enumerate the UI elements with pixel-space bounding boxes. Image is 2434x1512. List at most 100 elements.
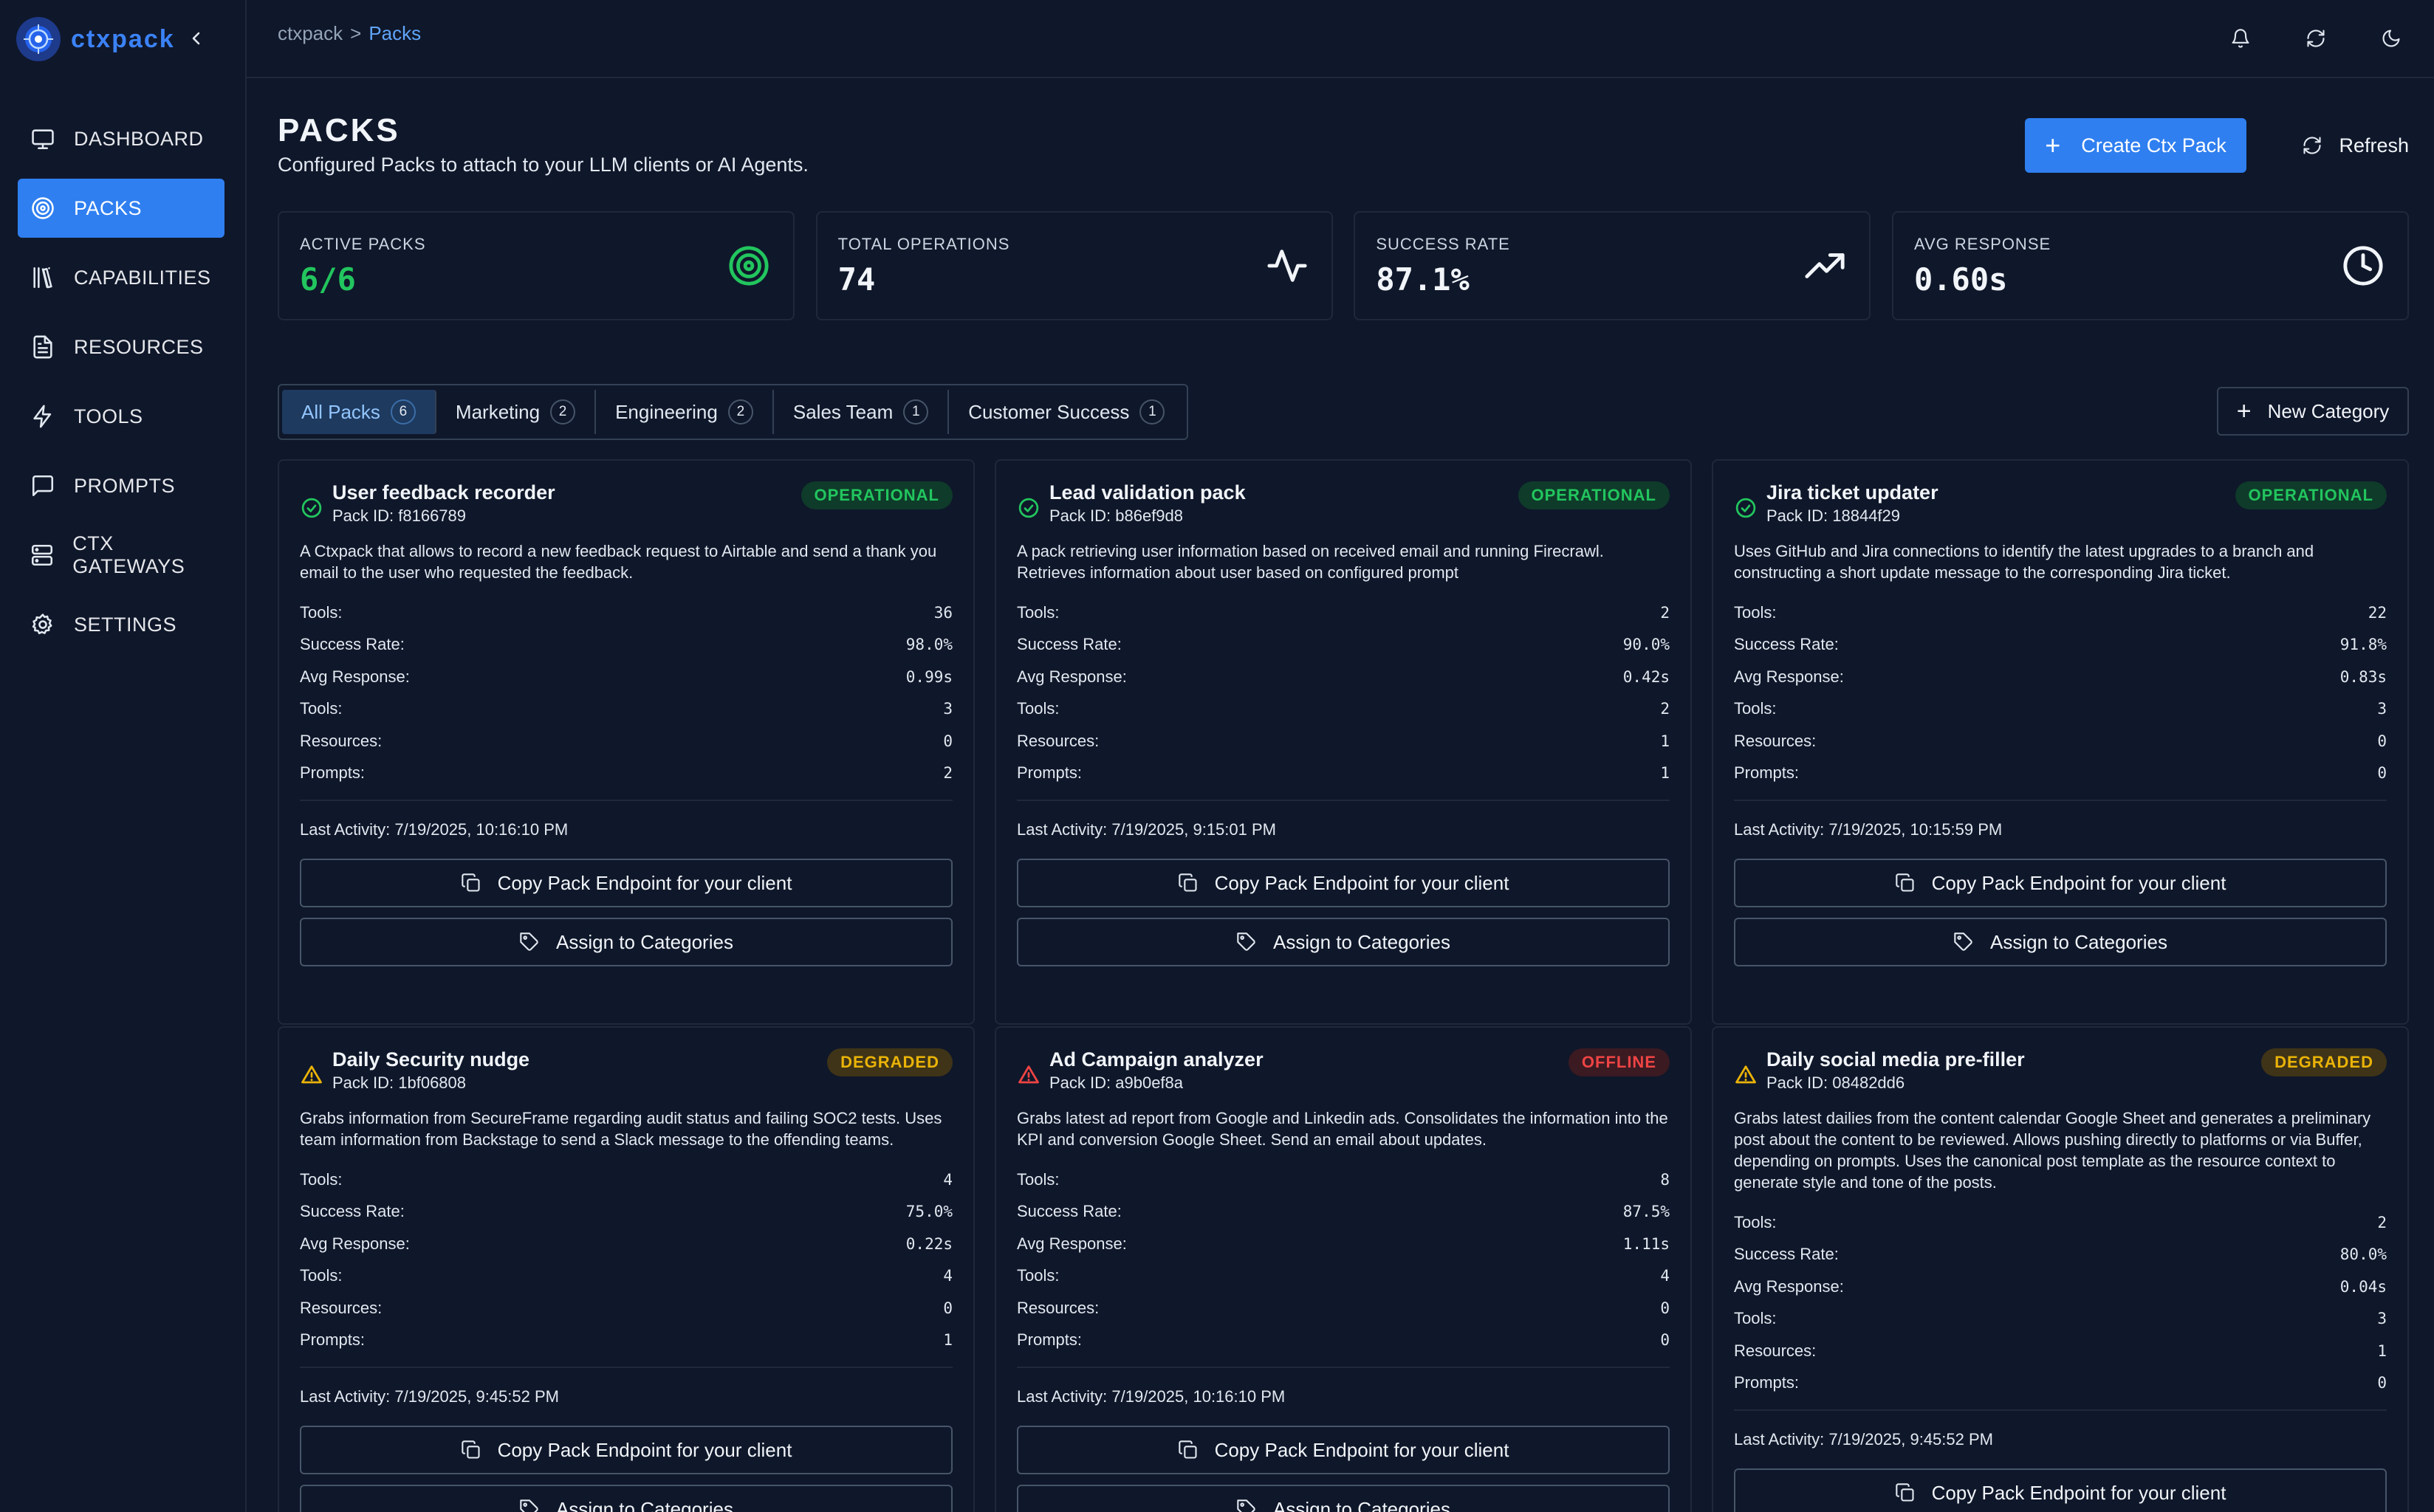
tab-label: All Packs <box>301 400 380 423</box>
metric-resources: 1 <box>2377 1341 2387 1360</box>
sidebar-nav: DASHBOARD PACKS CAPABILITIES RESOURCES T… <box>18 109 224 664</box>
tab-label: Customer Success <box>968 400 1130 423</box>
last-activity: Last Activity: 7/19/2025, 9:15:01 PM <box>1017 820 1276 839</box>
target-icon <box>28 193 58 223</box>
pack-title: Daily social media pre-filler <box>1766 1048 2025 1071</box>
tab-engineering[interactable]: Engineering 2 <box>596 390 774 434</box>
sidebar-item-dashboard[interactable]: DASHBOARD <box>18 109 224 168</box>
tab-label: Engineering <box>615 400 718 423</box>
metric-tools-total: 8 <box>1660 1170 1670 1189</box>
copy-endpoint-button[interactable]: Copy Pack Endpoint for your client <box>300 859 953 907</box>
pack-description: Uses GitHub and Jira connections to iden… <box>1734 542 2314 582</box>
metric-label: Tools: <box>300 1266 343 1285</box>
refresh-button[interactable]: Refresh <box>2272 118 2409 173</box>
tab-marketing[interactable]: Marketing 2 <box>436 390 597 434</box>
metric-label: Avg Response: <box>1734 1276 1844 1296</box>
metric-label: Tools: <box>300 602 343 622</box>
copy-endpoint-button[interactable]: Copy Pack Endpoint for your client <box>1017 1426 1670 1474</box>
lightning-icon <box>28 402 58 431</box>
metric-label: Tools: <box>1017 1169 1060 1189</box>
chevron-left-icon <box>192 32 200 45</box>
refresh-icon <box>2307 30 2325 47</box>
clock-icon <box>2339 242 2387 289</box>
assign-categories-button[interactable]: Assign to Categories <box>300 1485 953 1512</box>
metric-avg-response: 1.11s <box>1622 1234 1670 1253</box>
status-badge: DEGRADED <box>827 1048 953 1076</box>
tab-count: 6 <box>390 399 416 425</box>
sync-button[interactable] <box>2298 21 2334 56</box>
divider <box>1734 800 2387 801</box>
refresh-label: Refresh <box>2339 134 2409 157</box>
sidebar-item-settings[interactable]: SETTINGS <box>18 595 224 654</box>
stat-label: AVG RESPONSE <box>1913 235 2051 253</box>
last-activity: Last Activity: 7/19/2025, 10:16:10 PM <box>1017 1387 1286 1406</box>
copy-endpoint-button[interactable]: Copy Pack Endpoint for your client <box>1734 1468 2387 1512</box>
tab-customer-success[interactable]: Customer Success 1 <box>949 390 1184 434</box>
sidebar-item-ctx-gateways[interactable]: CTX GATEWAYS <box>18 526 224 585</box>
metric-label: Prompts: <box>1734 1373 1800 1392</box>
pack-card: Jira ticket updater Pack ID: 18844f29 OP… <box>1712 459 2409 1025</box>
stat-value: 0.60s <box>1913 261 2008 298</box>
stat-success-rate: SUCCESS RATE 87.1% <box>1354 211 1871 320</box>
pack-id: Pack ID: 1bf06808 <box>332 1073 467 1092</box>
assign-categories-label: Assign to Categories <box>1273 1497 1450 1512</box>
breadcrumb-root[interactable]: ctxpack <box>278 22 343 44</box>
sidebar-item-tools[interactable]: TOOLS <box>18 387 224 446</box>
metric-tools: 2 <box>1660 700 1670 718</box>
copy-icon <box>1178 873 1199 893</box>
metric-label: Tools: <box>1017 1266 1060 1285</box>
stat-label: TOTAL OPERATIONS <box>837 235 1010 253</box>
sidebar-item-label: CAPABILITIES <box>74 266 211 289</box>
assign-categories-button[interactable]: Assign to Categories <box>1017 918 1670 966</box>
notifications-button[interactable] <box>2223 21 2258 56</box>
theme-toggle-button[interactable] <box>2373 21 2409 56</box>
metric-label: Resources: <box>300 1298 383 1317</box>
metric-tools: 3 <box>943 700 953 718</box>
assign-categories-button[interactable]: Assign to Categories <box>1734 918 2387 966</box>
create-ctx-pack-button[interactable]: + Create Ctx Pack <box>2025 118 2246 173</box>
copy-endpoint-button[interactable]: Copy Pack Endpoint for your client <box>300 1426 953 1474</box>
tab-label: Sales Team <box>792 400 894 423</box>
collapse-sidebar-button[interactable] <box>185 27 208 50</box>
status-badge: OPERATIONAL <box>801 481 953 509</box>
assign-categories-label: Assign to Categories <box>556 1497 733 1512</box>
stat-label: ACTIVE PACKS <box>300 235 426 253</box>
status-badge: OPERATIONAL <box>2235 481 2387 509</box>
breadcrumb-current[interactable]: Packs <box>368 22 422 44</box>
create-ctx-pack-label: Create Ctx Pack <box>2081 134 2226 157</box>
pack-id: Pack ID: f8166789 <box>332 506 467 525</box>
sidebar-item-prompts[interactable]: PROMPTS <box>18 456 224 515</box>
metric-label: Avg Response: <box>1017 1234 1127 1253</box>
pack-card: Daily Security nudge Pack ID: 1bf06808 D… <box>278 1026 975 1512</box>
copy-icon <box>1178 1440 1199 1460</box>
copy-endpoint-button[interactable]: Copy Pack Endpoint for your client <box>1734 859 2387 907</box>
metric-label: Tools: <box>300 699 343 718</box>
pack-card: Lead validation pack Pack ID: b86ef9d8 O… <box>995 459 1692 1025</box>
metric-label: Tools: <box>1734 1212 1777 1231</box>
pack-metrics: Tools: 22 Success Rate: 91.8% Avg Response… <box>1734 597 2387 789</box>
message-icon <box>28 471 58 501</box>
pack-description: A Ctxpack that allows to record a new fe… <box>300 542 937 582</box>
brand[interactable]: ctxpack <box>16 16 175 62</box>
assign-categories-button[interactable]: Assign to Categories <box>1017 1485 1670 1512</box>
new-category-button[interactable]: + New Category <box>2217 387 2409 436</box>
stat-value: 6/6 <box>300 261 356 298</box>
sidebar-item-capabilities[interactable]: CAPABILITIES <box>18 248 224 307</box>
copy-icon <box>461 873 481 893</box>
metric-label: Success Rate: <box>1017 1202 1122 1221</box>
stats-row: ACTIVE PACKS 6/6 TOTAL OPERATIONS 74 SUC… <box>278 211 2409 320</box>
sidebar-item-resources[interactable]: RESOURCES <box>18 317 224 377</box>
assign-categories-button[interactable]: Assign to Categories <box>300 918 953 966</box>
plus-icon: + <box>2045 130 2061 160</box>
tab-all-packs[interactable]: All Packs 6 <box>282 390 436 434</box>
sidebar-item-packs[interactable]: PACKS <box>18 179 224 238</box>
copy-endpoint-button[interactable]: Copy Pack Endpoint for your client <box>1017 859 1670 907</box>
metric-prompts: 1 <box>943 1331 953 1350</box>
stat-value: 74 <box>837 261 876 298</box>
pack-metrics: Tools: 8 Success Rate: 87.5% Avg Response:… <box>1017 1164 1670 1356</box>
metric-avg-response: 0.04s <box>2339 1277 2387 1296</box>
metric-prompts: 0 <box>2377 764 2387 783</box>
tab-sales-team[interactable]: Sales Team 1 <box>774 390 950 434</box>
sidebar-item-label: SETTINGS <box>74 613 177 636</box>
pack-id: Pack ID: 18844f29 <box>1766 506 1901 525</box>
